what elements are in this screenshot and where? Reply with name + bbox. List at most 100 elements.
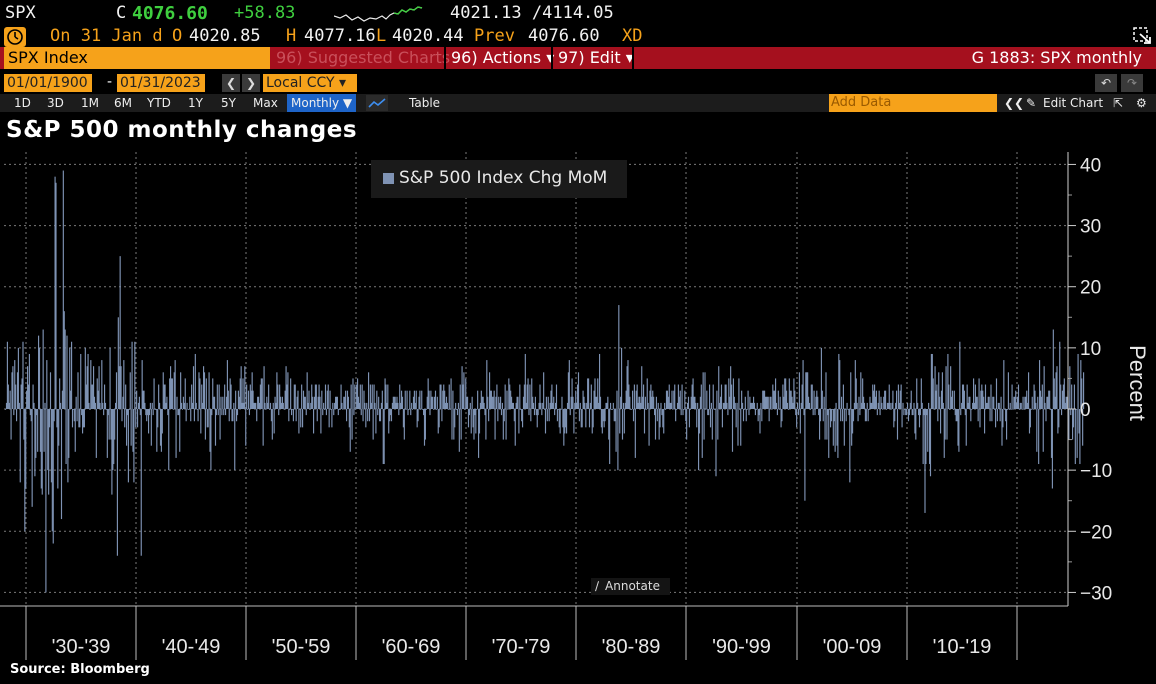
- bar: [118, 366, 120, 409]
- bar: [834, 409, 836, 452]
- bar: [808, 402, 811, 409]
- bar: [36, 409, 38, 416]
- bar: [971, 409, 973, 410]
- bar: [37, 409, 39, 452]
- bar: [72, 409, 74, 410]
- range-1d-button[interactable]: 1D: [14, 96, 31, 110]
- bar: [748, 409, 750, 416]
- bar: [278, 409, 280, 416]
- bar: [61, 390, 63, 409]
- bar: [853, 402, 855, 409]
- bar: [985, 402, 987, 409]
- bar: [313, 396, 316, 409]
- bar: [757, 409, 759, 422]
- bar: [120, 366, 122, 409]
- range-5y-button[interactable]: 5Y: [221, 96, 236, 110]
- bar: [742, 402, 744, 409]
- zoom-icon[interactable]: ⇱: [1113, 96, 1124, 110]
- table-button[interactable]: Table: [409, 96, 441, 110]
- bar: [476, 409, 478, 410]
- range-6m-button[interactable]: 6M: [114, 96, 132, 110]
- annotate-button[interactable]: ∕ Annotate: [591, 578, 670, 595]
- bar: [843, 409, 845, 446]
- edit-menu[interactable]: 97) Edit ▾: [558, 48, 634, 67]
- bar: [870, 402, 872, 409]
- popout-icon[interactable]: [1131, 25, 1153, 45]
- bar: [193, 409, 195, 422]
- bar: [77, 372, 79, 409]
- line-chart-icon[interactable]: [366, 95, 388, 111]
- bar: [522, 396, 525, 409]
- redo-icon[interactable]: ↷: [1121, 74, 1143, 92]
- end-date-input[interactable]: 01/31/2023: [117, 74, 205, 92]
- bar: [314, 384, 316, 409]
- add-data-input[interactable]: Add Data: [829, 94, 997, 112]
- range-max-button[interactable]: Max: [253, 96, 278, 110]
- bar: [529, 384, 531, 409]
- periodicity-select[interactable]: Monthly ▼: [287, 94, 357, 112]
- bar: [948, 384, 950, 409]
- bar: [202, 402, 204, 409]
- range-ytd-button[interactable]: YTD: [147, 96, 171, 110]
- bar: [1023, 409, 1025, 410]
- bar: [645, 409, 647, 410]
- bar: [771, 409, 773, 410]
- bar: [30, 409, 32, 422]
- range-1y-button[interactable]: 1Y: [188, 96, 203, 110]
- settings-gear-icon[interactable]: ⚙: [1136, 96, 1147, 110]
- bar: [216, 384, 218, 409]
- bar: [957, 409, 959, 446]
- bar: [863, 402, 866, 409]
- bar: [651, 396, 653, 409]
- bar: [198, 372, 200, 409]
- bar: [967, 402, 969, 409]
- security-input[interactable]: SPX Index: [4, 47, 270, 69]
- bar: [298, 409, 300, 434]
- bar: [691, 384, 693, 409]
- bar: [219, 409, 221, 440]
- range-1m-button[interactable]: 1M: [81, 96, 99, 110]
- bar: [658, 409, 660, 440]
- bar: [806, 372, 808, 409]
- bar: [745, 409, 747, 422]
- bar: [859, 409, 861, 416]
- bar: [652, 390, 654, 409]
- start-date-input[interactable]: 01/01/1900: [4, 74, 92, 92]
- bar: [796, 409, 798, 428]
- bar: [467, 409, 470, 428]
- next-period-button[interactable]: ❯: [242, 74, 260, 92]
- bar: [943, 409, 945, 458]
- bar: [484, 409, 486, 416]
- bar: [711, 409, 713, 440]
- currency-select[interactable]: Local CCY ▾: [263, 74, 357, 92]
- range-3d-button[interactable]: 3D: [47, 96, 64, 110]
- bar: [387, 384, 389, 409]
- bar: [978, 378, 980, 409]
- bar: [986, 402, 988, 409]
- date-text: On 31 Jan d: [50, 26, 163, 46]
- bar: [1006, 409, 1009, 410]
- bar: [388, 409, 390, 434]
- bar: [822, 409, 824, 422]
- actions-menu[interactable]: 96) Actions ▾: [451, 48, 555, 67]
- collapse-icon[interactable]: ❮❮: [1004, 96, 1025, 110]
- bar: [89, 409, 91, 410]
- bar: [966, 384, 968, 409]
- ticker-symbol[interactable]: SPX: [5, 3, 36, 23]
- suggested-charts-menu[interactable]: 96) Suggested Charts: [276, 48, 451, 67]
- bar: [346, 409, 348, 422]
- bar: [841, 396, 843, 409]
- bar: [431, 396, 433, 409]
- clock-icon[interactable]: [4, 27, 26, 47]
- undo-icon[interactable]: ↶: [1095, 74, 1117, 92]
- edit-chart-button[interactable]: Edit Chart: [1043, 96, 1104, 110]
- bar: [842, 384, 844, 409]
- bar: [458, 409, 460, 452]
- bar: [248, 409, 250, 416]
- bar: [929, 409, 931, 465]
- pencil-icon[interactable]: ✎: [1026, 96, 1037, 110]
- bar: [59, 378, 61, 409]
- prev-period-button[interactable]: ❮: [222, 74, 240, 92]
- bar: [143, 390, 145, 409]
- y-tick-label: 30: [1080, 217, 1101, 238]
